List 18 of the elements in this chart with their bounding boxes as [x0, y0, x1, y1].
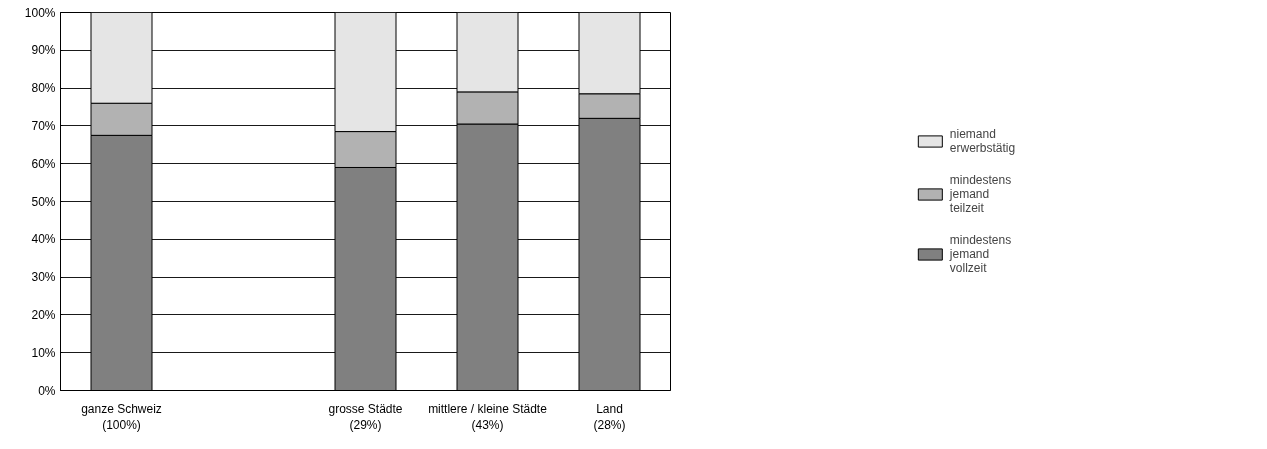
y-tick-label: 50% — [31, 194, 56, 209]
x-tick-label: grosse Städte (29%) — [328, 401, 403, 433]
y-tick-label: 30% — [31, 270, 56, 285]
y-tick-label: 60% — [31, 156, 56, 171]
y-tick-label: 20% — [31, 307, 56, 322]
y-tick-label: 100% — [24, 5, 56, 20]
y-tick-label: 90% — [31, 43, 56, 58]
y-tick-label: 70% — [31, 118, 56, 133]
legend-label: mindestens jemand teilzeit — [949, 173, 1012, 215]
y-tick-label: 80% — [31, 81, 56, 96]
x-tick-label: mittlere / kleine Städte (43%) — [428, 401, 548, 433]
y-tick-label: 0% — [38, 383, 56, 398]
legend-label: mindestens jemand vollzeit — [949, 233, 1012, 275]
x-tick-label: ganze Schweiz (100%) — [81, 401, 162, 433]
y-tick-label: 10% — [31, 345, 56, 360]
x-tick-label: Land (28%) — [593, 401, 626, 433]
y-tick-label: 40% — [31, 232, 56, 247]
legend-label: niemand erwerbstätig — [949, 127, 1016, 155]
